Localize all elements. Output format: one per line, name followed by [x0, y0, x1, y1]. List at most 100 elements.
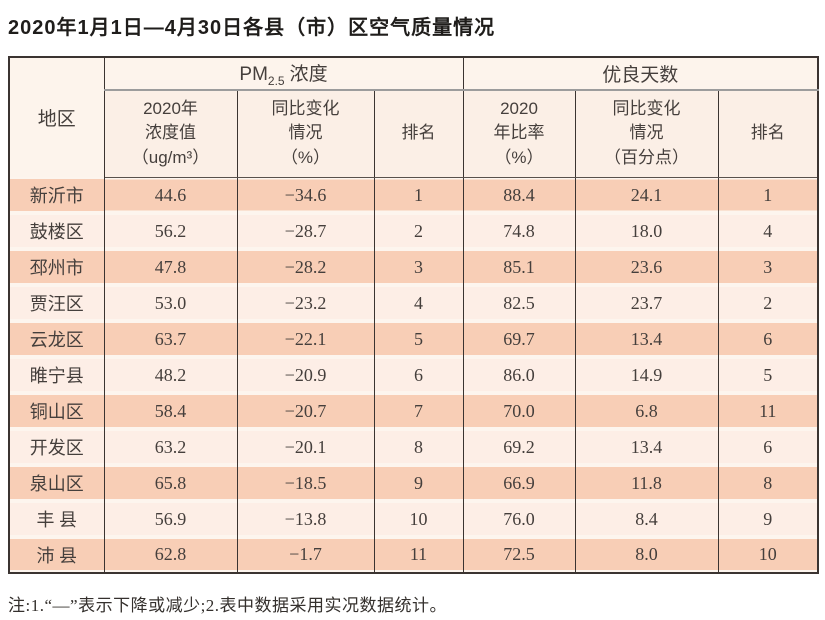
pm25-prefix: PM — [239, 64, 268, 86]
table-row: 泉山区 65.8 −18.5 9 66.9 11.8 8 — [8, 465, 819, 501]
value-cell: 56.9 — [103, 501, 238, 537]
value-cell: −34.6 — [236, 177, 375, 213]
value-cell: 58.4 — [103, 393, 238, 429]
header-ratio-rank: 排名 — [717, 90, 819, 178]
header-pm-change: 同比变化 情况 （%） — [236, 90, 375, 178]
value-cell: 2 — [373, 213, 464, 249]
header-ratio: 2020 年比率 （%） — [462, 90, 576, 178]
value-cell: 24.1 — [574, 177, 719, 213]
value-cell: 4 — [373, 285, 464, 321]
footnote: 注:1.“—”表示下降或减少;2.表中数据采用实况数据统计。 — [8, 596, 448, 615]
table-row: 鼓楼区 56.2 −28.7 2 74.8 18.0 4 — [8, 213, 819, 249]
value-cell: 5 — [717, 357, 819, 393]
header-sub-row: 2020年 浓度值 （ug/m³） 同比变化 情况 （%） 排名 2020 年比… — [9, 90, 819, 178]
region-cell: 丰 县 — [8, 501, 105, 537]
value-cell: 6.8 — [574, 393, 719, 429]
table-row: 邳州市 47.8 −28.2 3 85.1 23.6 3 — [8, 249, 819, 285]
value-cell: 3 — [373, 249, 464, 285]
value-cell: 8.4 — [574, 501, 719, 537]
value-cell: 18.0 — [574, 213, 719, 249]
value-cell: 63.2 — [103, 429, 238, 465]
value-cell: −20.9 — [236, 357, 375, 393]
value-cell: 8 — [717, 465, 819, 501]
page-title: 2020年1月1日—4月30日各县（市）区空气质量情况 — [8, 17, 496, 39]
value-cell: 23.7 — [574, 285, 719, 321]
value-cell: 69.7 — [462, 321, 576, 357]
header-pm-value: 2020年 浓度值 （ug/m³） — [103, 90, 238, 178]
value-cell: 62.8 — [103, 537, 238, 573]
value-cell: −20.7 — [236, 393, 375, 429]
value-cell: 6 — [717, 321, 819, 357]
value-cell: −23.2 — [236, 285, 375, 321]
value-cell: −1.7 — [236, 537, 375, 573]
table-body: 新沂市 44.6 −34.6 1 88.4 24.1 1 鼓楼区 56.2 −28.7 2 74.8 1… — [8, 177, 819, 573]
value-cell: 8.0 — [574, 537, 719, 573]
air-quality-table: 地区 PM2.5 浓度 优良天数 2020年 浓度值 （ug/m³） 同比变化 情… — [8, 56, 820, 574]
table-row: 丰 县 56.9 −13.8 10 76.0 8.4 9 — [8, 501, 819, 537]
value-cell: 13.4 — [574, 429, 719, 465]
value-cell: 65.8 — [103, 465, 238, 501]
region-cell: 开发区 — [8, 429, 105, 465]
value-cell: 66.9 — [462, 465, 576, 501]
header-pm-rank: 排名 — [373, 90, 464, 178]
region-cell: 鼓楼区 — [8, 213, 105, 249]
value-cell: 4 — [717, 213, 819, 249]
header-group-row: 地区 PM2.5 浓度 优良天数 — [8, 57, 819, 177]
header-ratio-change: 同比变化 情况 （百分点） — [574, 90, 719, 178]
value-cell: 44.6 — [103, 177, 238, 213]
value-cell: 76.0 — [462, 501, 576, 537]
region-cell: 睢宁县 — [8, 357, 105, 393]
value-cell: −20.1 — [236, 429, 375, 465]
value-cell: 11 — [373, 537, 464, 573]
region-cell: 泉山区 — [8, 465, 105, 501]
table-row: 贾汪区 53.0 −23.2 4 82.5 23.7 2 — [8, 285, 819, 321]
value-cell: 13.4 — [574, 321, 719, 357]
value-cell: 56.2 — [103, 213, 238, 249]
region-cell: 新沂市 — [8, 177, 105, 213]
value-cell: 6 — [373, 357, 464, 393]
value-cell: 2 — [717, 285, 819, 321]
region-cell: 云龙区 — [8, 321, 105, 357]
table-row: 睢宁县 48.2 −20.9 6 86.0 14.9 5 — [8, 357, 819, 393]
value-cell: 72.5 — [462, 537, 576, 573]
value-cell: 1 — [717, 177, 819, 213]
value-cell: 88.4 — [462, 177, 576, 213]
value-cell: 7 — [373, 393, 464, 429]
value-cell: −18.5 — [236, 465, 375, 501]
value-cell: −28.2 — [236, 249, 375, 285]
header-pm25-group: PM2.5 浓度 — [103, 57, 464, 91]
region-cell: 铜山区 — [8, 393, 105, 429]
header-good-days-group: 优良天数 — [462, 57, 819, 91]
value-cell: 9 — [717, 501, 819, 537]
value-cell: 48.2 — [103, 357, 238, 393]
value-cell: 6 — [717, 429, 819, 465]
value-cell: 10 — [373, 501, 464, 537]
value-cell: 53.0 — [103, 285, 238, 321]
table-row: 沛 县 62.8 −1.7 11 72.5 8.0 10 — [8, 537, 819, 573]
value-cell: 11 — [717, 393, 819, 429]
value-cell: 74.8 — [462, 213, 576, 249]
header-region: 地区 — [8, 57, 105, 177]
pm25-subscript: 2.5 — [267, 73, 285, 88]
value-cell: 9 — [373, 465, 464, 501]
table-row: 云龙区 63.7 −22.1 5 69.7 13.4 6 — [8, 321, 819, 357]
value-cell: 8 — [373, 429, 464, 465]
value-cell: 86.0 — [462, 357, 576, 393]
value-cell: 5 — [373, 321, 464, 357]
value-cell: 11.8 — [574, 465, 719, 501]
value-cell: −22.1 — [236, 321, 375, 357]
value-cell: 82.5 — [462, 285, 576, 321]
value-cell: 85.1 — [462, 249, 576, 285]
value-cell: 3 — [717, 249, 819, 285]
region-cell: 邳州市 — [8, 249, 105, 285]
value-cell: 63.7 — [103, 321, 238, 357]
region-cell: 贾汪区 — [8, 285, 105, 321]
region-cell: 沛 县 — [8, 537, 105, 573]
value-cell: 23.6 — [574, 249, 719, 285]
table-row: 铜山区 58.4 −20.7 7 70.0 6.8 11 — [8, 393, 819, 429]
value-cell: 10 — [717, 537, 819, 573]
value-cell: −13.8 — [236, 501, 375, 537]
value-cell: 14.9 — [574, 357, 719, 393]
value-cell: 47.8 — [103, 249, 238, 285]
